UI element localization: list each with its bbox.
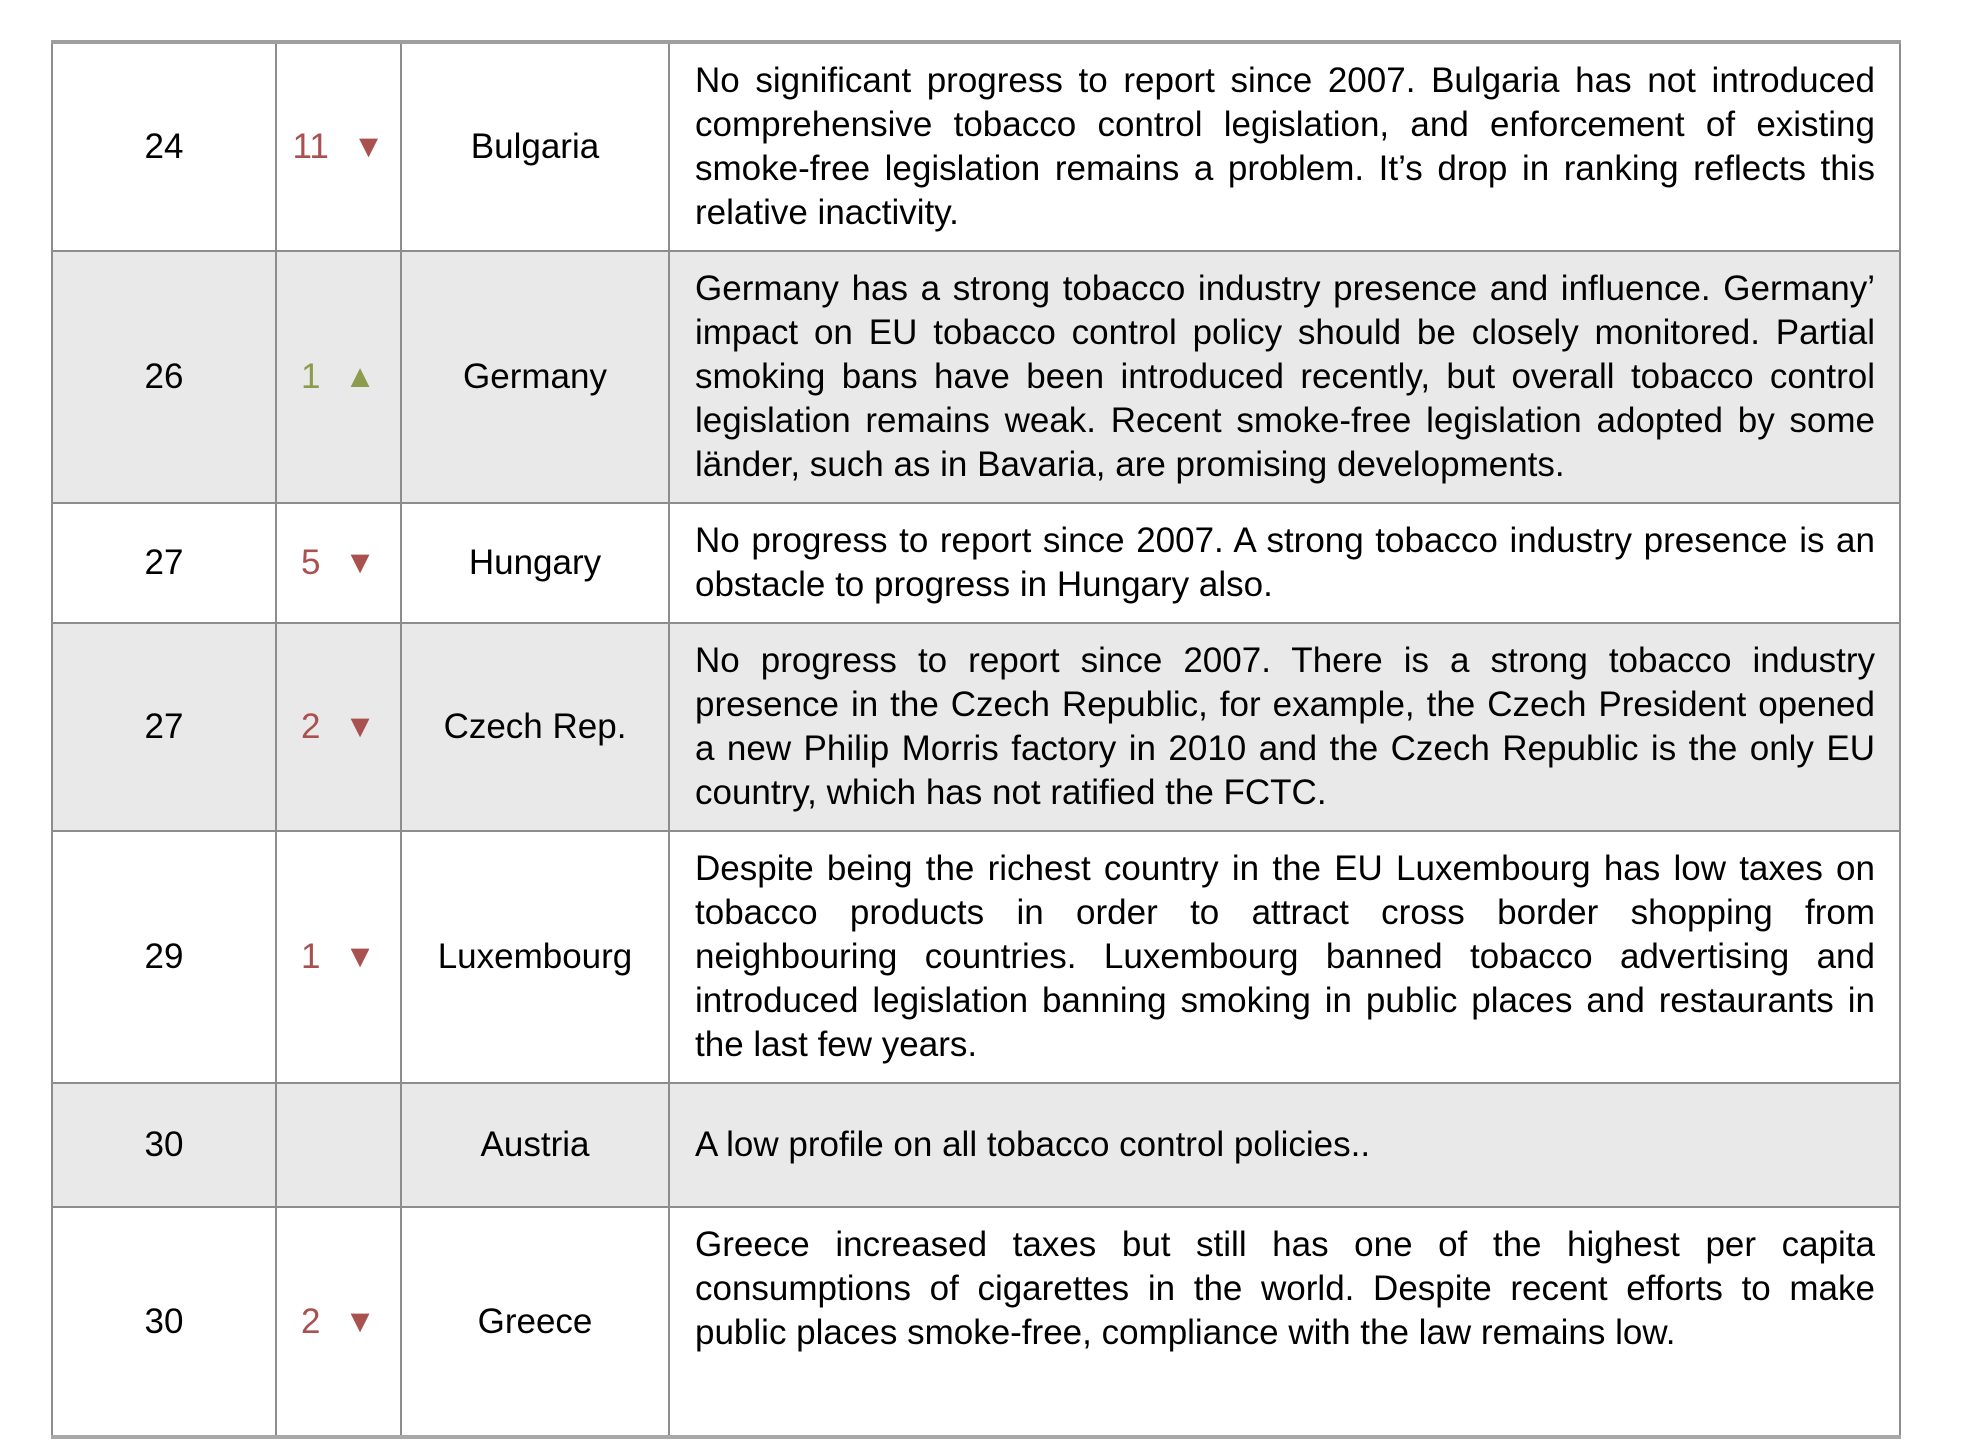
change-cell: 5 ▼ <box>275 502 402 624</box>
country-name: Austria <box>480 1125 590 1164</box>
description-text: No progress to report since 2007. There … <box>695 641 1875 812</box>
down-triangle-icon: ▼ <box>344 708 377 744</box>
country-name: Luxembourg <box>437 937 633 976</box>
down-triangle-icon: ▼ <box>352 128 385 164</box>
rank-value: 30 <box>144 1301 184 1341</box>
change-indicator: 11 ▼ <box>293 127 385 167</box>
country-cell: Germany <box>400 250 670 504</box>
description-cell: Greece increased taxes but still has one… <box>668 1206 1901 1438</box>
down-triangle-icon: ▼ <box>344 544 377 580</box>
change-value: 2 <box>300 1301 321 1341</box>
up-triangle-icon: ▲ <box>344 358 377 394</box>
rank-cell: 30 <box>51 1206 277 1438</box>
country-name: Germany <box>463 357 607 396</box>
change-indicator: 2 ▼ <box>301 1302 376 1342</box>
description-text: Germany has a strong tobacco industry pr… <box>695 269 1875 484</box>
table-row: 26 1 ▲ Germany Germany has a strong toba… <box>51 250 1901 504</box>
rank-value: 30 <box>144 1125 184 1164</box>
change-cell: 2 ▼ <box>275 622 402 832</box>
rank-cell: 30 <box>51 1082 277 1208</box>
change-indicator: 2 ▼ <box>301 707 376 747</box>
country-cell: Greece <box>400 1206 670 1438</box>
change-cell: 2 ▼ <box>275 1206 402 1438</box>
description-text: No significant progress to report since … <box>695 61 1875 232</box>
tobacco-control-ranking-table: 24 11 ▼ Bulgaria No significant progress… <box>51 40 1901 1439</box>
change-value: 11 <box>292 127 329 166</box>
description-text: Greece increased taxes but still has one… <box>695 1225 1875 1352</box>
description-cell: No progress to report since 2007. There … <box>668 622 1901 832</box>
table-row: 27 5 ▼ Hungary No progress to report sin… <box>51 502 1901 624</box>
down-triangle-icon: ▼ <box>344 1302 377 1339</box>
down-triangle-icon: ▼ <box>344 938 377 974</box>
description-cell: Despite being the richest country in the… <box>668 830 1901 1084</box>
country-cell: Luxembourg <box>400 830 670 1084</box>
table-row: 29 1 ▼ Luxembourg Despite being the rich… <box>51 830 1901 1084</box>
table-row: 27 2 ▼ Czech Rep. No progress to report … <box>51 622 1901 832</box>
change-value: 2 <box>300 707 321 746</box>
rank-cell: 27 <box>51 622 277 832</box>
country-name: Czech Rep. <box>443 707 627 746</box>
description-cell: A low profile on all tobacco control pol… <box>668 1082 1901 1208</box>
country-cell: Austria <box>400 1082 670 1208</box>
change-value: 5 <box>300 543 321 582</box>
change-value: 1 <box>300 937 321 976</box>
rank-value: 24 <box>144 127 184 166</box>
country-name: Bulgaria <box>470 127 600 166</box>
rank-value: 26 <box>144 357 184 396</box>
rank-cell: 27 <box>51 502 277 624</box>
description-cell: No progress to report since 2007. A stro… <box>668 502 1901 624</box>
table-row: 24 11 ▼ Bulgaria No significant progress… <box>51 41 1901 252</box>
country-cell: Bulgaria <box>400 41 670 252</box>
country-name: Hungary <box>468 543 602 582</box>
rank-value: 27 <box>144 543 184 582</box>
description-cell: Germany has a strong tobacco industry pr… <box>668 250 1901 504</box>
change-cell <box>275 1082 402 1208</box>
rank-cell: 24 <box>51 41 277 252</box>
description-text: A low profile on all tobacco control pol… <box>695 1125 1371 1164</box>
rank-cell: 26 <box>51 250 277 504</box>
change-indicator: 1 ▲ <box>301 357 376 397</box>
description-text: No progress to report since 2007. A stro… <box>695 521 1875 604</box>
country-name: Greece <box>477 1301 593 1341</box>
table-row: 30 Austria A low profile on all tobacco … <box>51 1082 1901 1208</box>
rank-cell: 29 <box>51 830 277 1084</box>
description-text: Despite being the richest country in the… <box>695 849 1875 1064</box>
country-cell: Hungary <box>400 502 670 624</box>
table-row: 30 2 ▼ Greece Greece increased taxes but… <box>51 1206 1901 1438</box>
change-cell: 1 ▼ <box>275 830 402 1084</box>
rank-value: 27 <box>144 707 184 746</box>
change-cell: 1 ▲ <box>275 250 402 504</box>
change-cell: 11 ▼ <box>275 41 402 252</box>
change-value: 1 <box>300 357 321 396</box>
table-body: 24 11 ▼ Bulgaria No significant progress… <box>51 41 1901 1438</box>
country-cell: Czech Rep. <box>400 622 670 832</box>
rank-value: 29 <box>144 937 184 976</box>
change-indicator: 5 ▼ <box>301 543 376 583</box>
change-indicator: 1 ▼ <box>301 937 376 977</box>
description-cell: No significant progress to report since … <box>668 41 1901 252</box>
